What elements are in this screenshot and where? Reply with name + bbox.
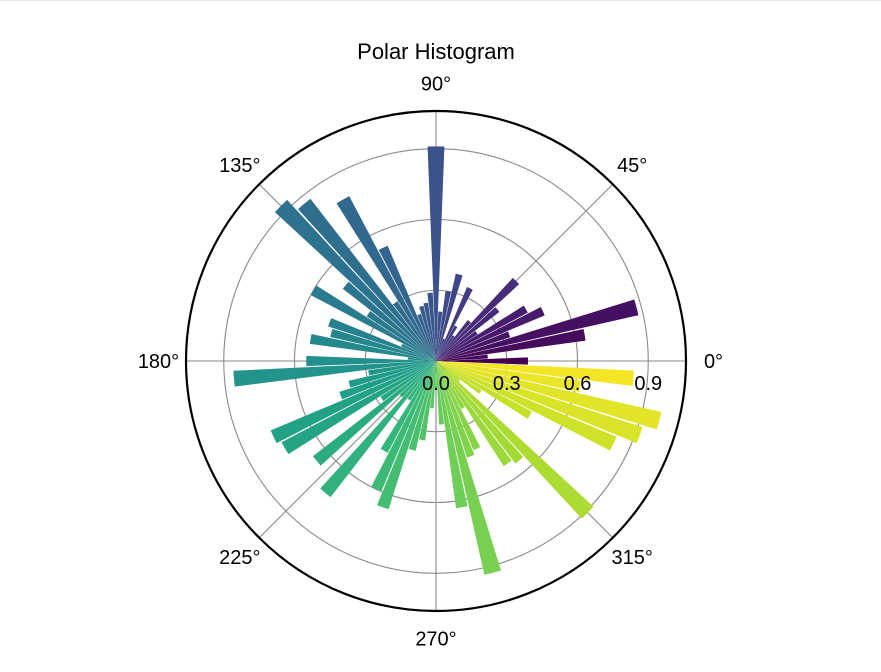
histogram-bar [436,361,445,425]
histogram-bar [434,361,438,390]
histogram-bar [371,361,436,492]
angle-tick-label: 90° [421,74,451,96]
histogram-bar [436,307,500,361]
histogram-bar [436,338,445,361]
histogram-bar [419,305,436,361]
angle-tick-label: 0° [704,351,723,373]
histogram-bar [436,361,594,519]
histogram-bar [436,361,662,430]
histogram-bar [342,281,436,361]
histogram-bar [436,361,643,444]
histogram-bar [407,361,436,401]
histogram-bar [436,305,528,361]
histogram-bar [436,319,471,361]
histogram-bar [436,361,634,386]
histogram-bar [436,361,512,467]
top-border-line [0,0,881,1]
histogram-bar [436,328,586,361]
histogram-bar [320,361,436,498]
histogram-bar [436,335,455,361]
histogram-bar [436,361,617,451]
histogram-bar [339,361,436,400]
histogram-bar [423,302,436,361]
histogram-bar [436,331,511,361]
histogram-bar [310,285,436,361]
histogram-bar [401,343,436,361]
histogram-bar [330,328,436,361]
histogram-bar [427,292,436,361]
angle-tick-label: 225° [219,547,260,569]
histogram-bar [408,361,436,451]
histogram-bar [436,290,452,361]
histogram-bar [417,313,436,361]
histogram-bar [328,318,436,361]
histogram-bar [233,361,436,387]
histogram-bar [436,361,533,419]
histogram-bar [436,361,502,575]
angle-tick-label: 270° [415,629,456,651]
chart-title: Polar Histogram [357,39,515,64]
histogram-bar [436,361,465,410]
angle-tick-label: 180° [138,351,179,373]
histogram-bar [436,311,443,361]
histogram-bar [436,331,478,361]
histogram-bar [430,361,436,409]
histogram-bar [377,361,436,510]
histogram-bar [348,361,436,388]
histogram-bar [436,361,481,451]
histogram-bar [366,311,436,361]
histogram-bar [399,361,436,398]
histogram-bar [436,277,520,361]
histogram-bar [336,196,436,361]
histogram-bar [281,361,436,455]
angle-tick-labels: 0° 45° 90° 135° 180° 225° 270° 315° [138,74,723,651]
histogram-bar [436,357,528,365]
histogram-bar [309,333,436,361]
radial-tick-label: 0.0 [422,373,450,395]
histogram-bar [436,354,488,361]
histogram-bar [436,325,458,361]
histogram-bar [436,361,482,394]
histogram-bar [436,361,468,509]
histogram-bar [378,245,436,361]
histogram-bar [436,361,461,382]
histogram-bar [436,307,545,361]
polar-spine [184,109,688,613]
angle-tick-label: 45° [617,155,647,177]
histogram-bar [312,361,436,466]
histogram-bar [436,361,524,464]
histogram-bar [436,361,581,393]
histogram-bar [427,146,445,361]
histogram-bar [274,199,436,361]
histogram-bar [306,355,436,367]
histogram-bar [380,361,436,401]
histogram-bar [436,361,475,458]
radial-tick-label: 0.3 [493,373,521,395]
histogram-bar [407,357,436,361]
radial-tick-label: 0.6 [564,373,592,395]
histogram-bar [368,361,436,376]
histogram-bar [436,299,639,361]
bars-group [233,146,662,575]
histogram-bar [418,361,436,441]
histogram-bar [393,301,436,361]
histogram-bar [436,273,463,361]
histogram-bar [270,361,436,444]
histogram-bar [436,287,473,361]
angle-tick-label: 135° [219,155,260,177]
angle-tick-label: 315° [612,547,653,569]
radial-tick-label: 0.9 [634,373,662,395]
histogram-bar [298,198,436,361]
radial-tick-labels: 0.0 0.3 0.6 0.9 [422,373,662,395]
histogram-bar [380,361,436,453]
